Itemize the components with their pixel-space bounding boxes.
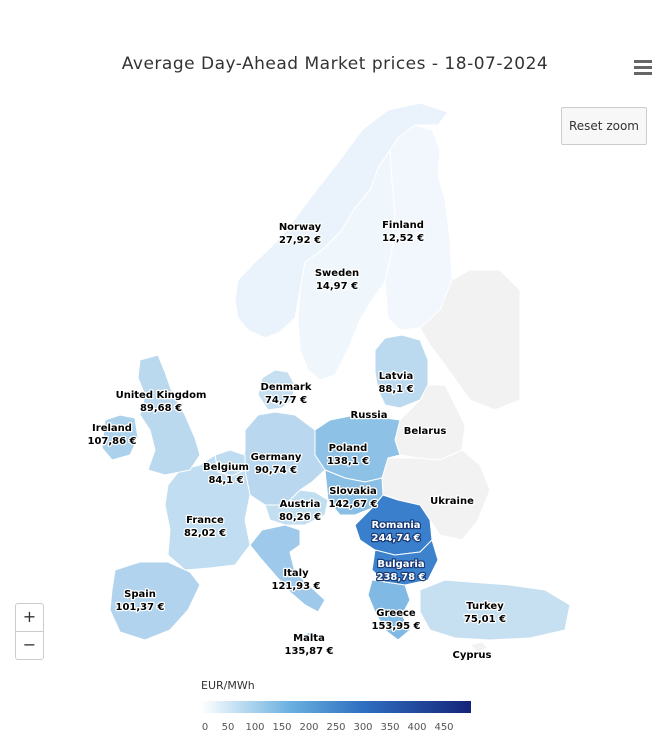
country-denmark[interactable]	[257, 369, 296, 411]
country-cyprus[interactable]	[469, 641, 489, 653]
label-poland: Poland 138,1 €	[327, 443, 369, 467]
country-price: 101,37 €	[115, 602, 164, 613]
label-austria: Austria 80,26 €	[279, 499, 321, 523]
legend-tick: 100	[245, 722, 265, 733]
country-price: 89,68 €	[140, 403, 182, 414]
legend-title: EUR/MWh	[201, 679, 255, 692]
country-price: 82,02 €	[184, 528, 226, 539]
country-greece[interactable]	[367, 579, 411, 641]
label-norway: Norway 27,92 €	[279, 222, 322, 246]
label-belgium: Belgium 84,1 €	[203, 462, 249, 486]
country-name: Ukraine	[430, 496, 474, 507]
label-latvia: Latvia 88,1 €	[378, 371, 413, 395]
country-united-kingdom[interactable]	[137, 354, 201, 476]
country-price: 90,74 €	[255, 465, 297, 476]
country-name: Austria	[280, 499, 321, 510]
country-name: Romania	[371, 520, 420, 531]
label-cyprus: Cyprus	[452, 650, 491, 661]
country-name: Sweden	[315, 268, 359, 279]
label-finland: Finland 12,52 €	[382, 220, 424, 244]
country-name: Latvia	[379, 371, 414, 382]
label-romania: Romania 244,74 €	[371, 520, 420, 544]
country-bulgaria[interactable]	[371, 539, 439, 586]
country-price: 153,95 €	[371, 621, 420, 632]
label-slovakia: Slovakia 142,67 €	[328, 486, 377, 510]
country-name: Malta	[293, 633, 325, 644]
legend-tick: 200	[299, 722, 319, 733]
country-price: 88,1 €	[378, 384, 413, 395]
country-price: 142,67 €	[328, 499, 377, 510]
label-turkey: Turkey 75,01 €	[464, 601, 506, 625]
country-name: France	[186, 515, 224, 526]
country-name: Bulgaria	[377, 559, 424, 570]
legend-tick: 300	[353, 722, 373, 733]
country-malta[interactable]	[304, 631, 313, 640]
legend-tick: 50	[221, 722, 235, 733]
label-ukraine: Ukraine	[430, 496, 474, 507]
chart-title: Average Day-Ahead Market prices - 18-07-…	[121, 54, 549, 74]
label-russia: Russia	[351, 410, 388, 421]
country-russia[interactable]	[419, 269, 521, 411]
legend-tick: 150	[272, 722, 292, 733]
country-price: 107,86 €	[87, 436, 136, 447]
country-name: Poland	[329, 443, 368, 454]
country-name: Denmark	[261, 382, 312, 393]
hamburger-menu-icon[interactable]	[634, 60, 652, 76]
country-price: 27,92 €	[279, 235, 321, 246]
country-price: 238,78 €	[376, 572, 425, 583]
country-austria[interactable]	[264, 489, 329, 526]
reset-zoom-button[interactable]: Reset zoom	[561, 107, 647, 145]
label-germany: Germany 90,74 €	[251, 452, 302, 476]
country-price: 135,87 €	[284, 646, 333, 657]
country-name: Turkey	[466, 601, 504, 612]
label-ireland: Ireland 107,86 €	[87, 423, 136, 447]
legend-tick: 350	[380, 722, 400, 733]
label-sweden: Sweden 14,97 €	[315, 268, 359, 292]
country-name: Cyprus	[452, 650, 491, 661]
country-italy[interactable]	[249, 524, 326, 613]
country-name: Slovakia	[329, 486, 377, 497]
legend-tick: 0	[201, 722, 209, 733]
color-scale-bar	[201, 701, 471, 713]
country-name: Italy	[283, 568, 309, 579]
country-name: Belgium	[203, 462, 249, 473]
country-price: 74,77 €	[265, 395, 307, 406]
label-belarus: Belarus	[404, 426, 447, 437]
country-name: Belarus	[404, 426, 447, 437]
label-bulgaria: Bulgaria 238,78 €	[376, 559, 425, 583]
country-name: Greece	[376, 608, 416, 619]
label-france: France 82,02 €	[184, 515, 226, 539]
country-spain[interactable]	[109, 561, 201, 641]
label-spain: Spain 101,37 €	[115, 589, 164, 613]
country-name: Ireland	[92, 423, 132, 434]
label-italy: Italy 121,93 €	[271, 568, 320, 592]
country-name: Germany	[251, 452, 302, 463]
country-price: 84,1 €	[208, 475, 243, 486]
country-price: 75,01 €	[464, 614, 506, 625]
country-price: 121,93 €	[271, 581, 320, 592]
country-ireland[interactable]	[101, 414, 139, 461]
country-price: 244,74 €	[371, 533, 420, 544]
country-name: Spain	[124, 589, 156, 600]
country-name: Russia	[351, 410, 388, 421]
zoom-in-button[interactable]: +	[15, 603, 44, 632]
label-malta: Malta 135,87 €	[284, 633, 333, 657]
country-name: United Kingdom	[116, 390, 207, 401]
country-price: 138,1 €	[327, 456, 369, 467]
country-price: 80,26 €	[279, 512, 321, 523]
country-name: Norway	[279, 222, 322, 233]
legend-tick: 400	[407, 722, 427, 733]
label-denmark: Denmark 74,77 €	[261, 382, 312, 406]
country-price: 12,52 €	[382, 233, 424, 244]
label-united-kingdom: United Kingdom 89,68 €	[116, 390, 207, 414]
country-name: Finland	[382, 220, 424, 231]
country-turkey[interactable]	[419, 579, 571, 641]
legend-tick: 450	[434, 722, 454, 733]
legend-tick: 250	[326, 722, 346, 733]
country-price: 14,97 €	[316, 281, 358, 292]
label-greece: Greece 153,95 €	[371, 608, 420, 632]
zoom-out-button[interactable]: −	[15, 631, 44, 660]
country-labels: Norway 27,92 € Finland 12,52 € Sweden 14,97 €…	[86, 219, 507, 663]
